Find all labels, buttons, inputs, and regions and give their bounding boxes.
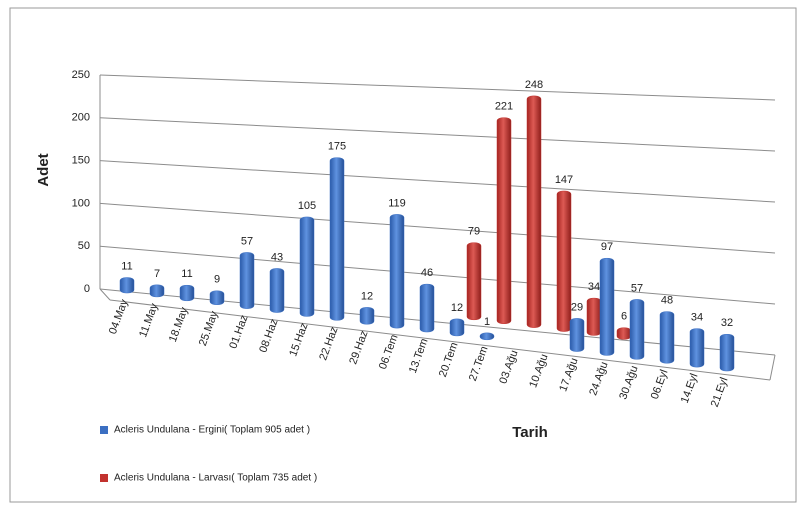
data-label: 48 (661, 295, 673, 307)
y-tick-label: 150 (72, 155, 90, 167)
bar (269, 268, 285, 313)
data-label: 32 (721, 317, 733, 329)
bar (149, 284, 165, 298)
bar (359, 307, 375, 325)
data-label: 34 (691, 312, 703, 324)
bar (689, 328, 705, 368)
bar (329, 157, 345, 321)
data-label: 12 (361, 290, 373, 302)
bar (209, 290, 225, 305)
legend-swatch (100, 426, 108, 434)
grid-line (99, 117, 776, 152)
y-tick-label: 200 (72, 112, 90, 124)
bar (419, 283, 435, 333)
bar (479, 332, 495, 341)
data-label: 46 (421, 267, 433, 279)
grid-line (99, 245, 776, 305)
bar (569, 318, 585, 352)
data-label: 43 (271, 251, 283, 263)
bar (119, 277, 135, 294)
bar (719, 334, 735, 372)
floor-edge (769, 354, 776, 381)
data-label: 105 (298, 200, 316, 212)
bar (466, 242, 482, 321)
data-label: 11 (121, 260, 132, 272)
data-label: 147 (555, 174, 573, 186)
y-tick-label: 100 (72, 197, 90, 209)
data-label: 119 (388, 197, 406, 209)
bar (599, 257, 615, 356)
bar (299, 216, 315, 317)
floor-edge (99, 288, 111, 301)
data-label: 34 (588, 281, 600, 293)
data-label: 11 (181, 268, 192, 280)
data-label: 221 (495, 101, 513, 113)
data-label: 6 (621, 311, 627, 323)
data-label: 12 (451, 302, 463, 314)
legend-label: Acleris Undulana - Larvası( Toplam 735 a… (114, 473, 317, 484)
bar (629, 299, 645, 360)
y-tick-label: 50 (78, 240, 90, 252)
bar (239, 252, 255, 309)
data-label: 1 (484, 316, 490, 328)
x-axis-title: Tarih (512, 424, 548, 441)
data-label: 7 (154, 268, 160, 280)
bar (389, 214, 405, 329)
data-label: 175 (328, 141, 346, 153)
data-label: 79 (468, 226, 480, 238)
grid-line (99, 202, 776, 254)
bar (659, 311, 675, 364)
grid-line (99, 160, 776, 203)
bar (449, 318, 465, 337)
floor-edge (109, 299, 771, 381)
data-label: 9 (214, 274, 220, 286)
data-label: 97 (601, 241, 613, 253)
data-label: 57 (631, 282, 643, 294)
bar (556, 190, 572, 332)
bar (586, 297, 602, 336)
grid-line (99, 74, 776, 101)
legend-label: Acleris Undulana - Ergini( Toplam 905 ad… (114, 425, 310, 436)
data-label: 248 (525, 79, 543, 91)
bar (179, 284, 195, 302)
bar (496, 117, 512, 324)
y-tick-label: 0 (84, 283, 90, 295)
legend-swatch (100, 474, 108, 482)
bar (616, 327, 632, 340)
y-tick-label: 250 (72, 69, 90, 81)
bar (526, 95, 542, 328)
y-axis-title: Adet (35, 153, 52, 186)
data-label: 29 (571, 301, 583, 313)
data-label: 57 (241, 235, 253, 247)
